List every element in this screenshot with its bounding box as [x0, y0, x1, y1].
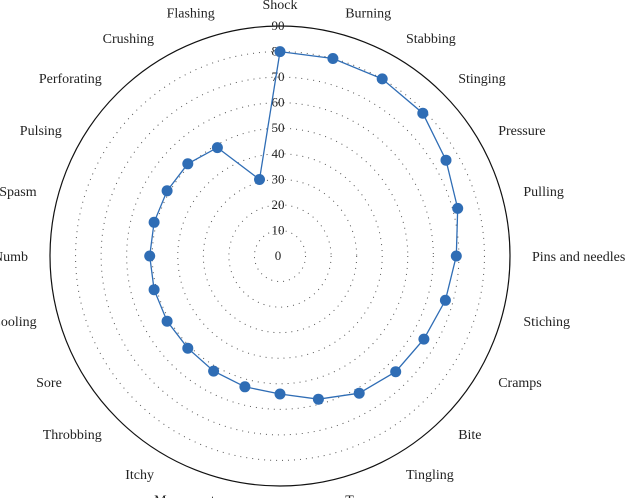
grid-ring-40	[177, 153, 383, 359]
data-point-pinch	[274, 388, 286, 400]
data-point-bite	[390, 366, 402, 378]
data-point-itchy	[208, 365, 220, 377]
data-point-stinging	[417, 107, 429, 119]
data-point-pins-and-needles	[450, 250, 462, 262]
data-point-cramps	[418, 333, 430, 345]
category-label-perforating: Perforating	[39, 72, 102, 87]
data-series	[144, 46, 464, 405]
category-label-flashing: Flashing	[167, 7, 215, 22]
category-label-sore: Sore	[36, 376, 62, 391]
data-point-tremor	[312, 393, 324, 405]
r-tick-label: 10	[272, 222, 285, 237]
r-tick-label: 0	[275, 248, 282, 263]
grid-ring-20	[228, 204, 332, 308]
r-tick-label: 90	[272, 18, 285, 33]
category-label-pulling: Pulling	[523, 185, 563, 200]
data-point-tingling	[353, 387, 365, 399]
category-label-cramps: Cramps	[498, 376, 542, 391]
category-label-itchy: Itchy	[125, 468, 154, 483]
data-point-stabbing	[376, 73, 388, 85]
grid-ring-30	[202, 178, 358, 334]
data-point-movement	[239, 381, 251, 393]
data-point-perforating	[182, 158, 194, 170]
data-point-spasm	[148, 216, 160, 228]
category-label-throbbing: Throbbing	[43, 428, 102, 443]
grid-ring-50	[151, 127, 409, 385]
r-tick-label: 60	[272, 95, 285, 110]
series-line	[149, 50, 459, 400]
category-label-spasm: Spasm	[0, 185, 37, 200]
category-label-stabbing: Stabbing	[406, 32, 456, 47]
category-label-stiching: Stiching	[523, 315, 570, 330]
category-label-tremor: Tremor	[345, 493, 387, 498]
data-point-pulsing	[161, 185, 173, 197]
data-point-shock	[274, 46, 286, 58]
r-tick-label: 70	[272, 69, 285, 84]
r-tick-label: 40	[272, 146, 285, 161]
category-label-cooling: Cooling	[0, 315, 37, 330]
r-tick-label: 30	[272, 171, 285, 186]
data-point-crushing	[211, 142, 223, 154]
data-point-flashing	[254, 174, 265, 185]
data-point-burning	[327, 53, 339, 64]
data-point-stiching	[439, 294, 451, 306]
category-label-stinging: Stinging	[458, 72, 505, 87]
category-label-bite: Bite	[458, 428, 481, 443]
data-point-cooling	[148, 284, 160, 296]
category-label-tingling: Tingling	[406, 468, 454, 483]
data-point-numb	[144, 250, 156, 262]
r-tick-label: 50	[272, 120, 285, 135]
grid-ring-10	[253, 229, 307, 283]
outer-ring	[49, 25, 511, 487]
grid-ring-60	[126, 102, 434, 410]
category-label-crushing: Crushing	[103, 32, 154, 47]
data-point-pressure	[440, 154, 452, 166]
data-point-sore	[161, 315, 173, 327]
category-label-pulsing: Pulsing	[20, 124, 62, 139]
category-label-movement: Movement	[154, 493, 215, 498]
category-labels: Shock Burning Stabbing Stinging Pressure Pull…	[0, 0, 625, 498]
category-label-pins-and-needles: Pins and needles	[532, 250, 625, 265]
data-point-pulling	[452, 202, 464, 214]
category-label-shock: Shock	[263, 0, 298, 13]
r-tick-label: 20	[272, 197, 285, 212]
category-label-burning: Burning	[345, 7, 391, 22]
data-point-throbbing	[182, 342, 194, 354]
category-label-numb: Numb	[0, 250, 28, 265]
category-label-pressure: Pressure	[498, 124, 545, 139]
grid-ring-80	[75, 51, 485, 461]
